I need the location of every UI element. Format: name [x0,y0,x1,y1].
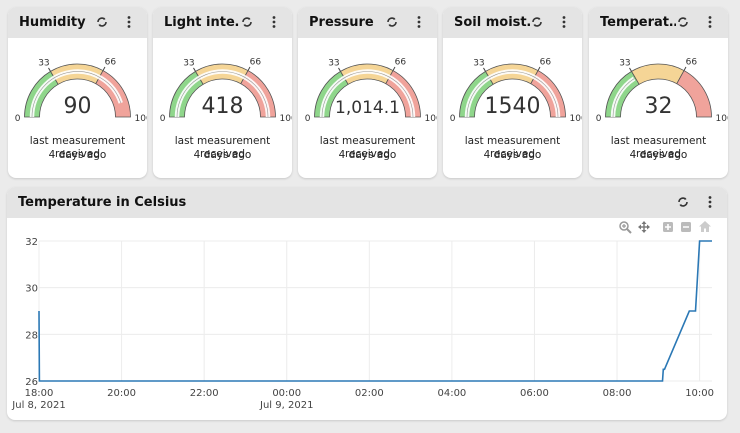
x-date-label: Jul 8, 2021 [11,400,65,411]
minus-icon[interactable] [681,222,691,232]
gauge-scale-label: 0 [305,114,311,124]
gauge-scale-label: 0 [160,114,166,124]
gauge-card-header: Humidity [8,7,147,38]
more-options-icon[interactable] [411,14,427,30]
x-tick-label: 18:00 [25,388,54,399]
home-icon[interactable] [699,221,711,232]
gauge-value: 1,014.1 [335,98,400,118]
gauge-scale-label: 100 [425,114,438,124]
refresh-icon[interactable] [384,14,400,30]
x-tick-label: 10:00 [685,388,714,399]
gauge-scale-label: 100 [135,114,148,124]
gauge-value: 418 [202,94,244,119]
y-tick-label: 32 [25,237,38,248]
gauge-scale-label: 0 [596,114,602,124]
plus-icon[interactable] [663,222,673,232]
x-tick-label: 04:00 [437,388,466,399]
more-options-icon[interactable] [702,14,718,30]
gauge-title: Pressure [309,15,374,30]
x-tick-label: 06:00 [520,388,549,399]
gauge-scale-label: 0 [15,114,21,124]
gauge-scale-label: 100 [570,114,583,124]
gauge-scale-label: 33 [619,59,630,69]
more-options-icon[interactable] [702,194,718,210]
refresh-icon[interactable] [675,14,691,30]
gauge-scale-label: 66 [540,58,552,68]
gauge-value: 1540 [485,94,541,119]
measurement-status: last measurement received [610,135,707,160]
measurement-age: 4 days ago [193,149,252,161]
gauge: 0 100 33 66 1,014.1 [298,38,437,138]
gauge-title: Light inte… [164,15,240,30]
refresh-icon[interactable] [239,14,255,30]
gauge-card: Humidity 0 100 33 66 90 last measurement rec… [8,7,147,178]
x-tick-label: 00:00 [272,388,301,399]
measurement-age: 4 days ago [629,149,688,161]
gauge-card: Pressure 0 100 33 66 1,014.1 last measuremen… [298,7,437,178]
x-tick-label: 22:00 [190,388,219,399]
gauge-card-header: Soil moist… [443,7,582,38]
measurement-age: 4 days ago [48,149,107,161]
more-options-icon[interactable] [556,14,572,30]
gauge: 0 100 33 66 32 [589,38,728,138]
chart-header: Temperature in Celsius [7,187,727,218]
gauge-scale-label: 66 [250,58,262,68]
y-tick-label: 28 [25,330,38,341]
gauge-title: Temperat… [600,15,676,30]
zoom-in-icon[interactable] [619,221,632,234]
gauge-title: Humidity [19,15,86,30]
measurement-status: last measurement received [29,135,126,160]
gauge-scale-label: 33 [473,59,484,69]
gauge-scale-label: 66 [686,58,698,68]
measurement-status: last measurement received [464,135,561,160]
gauge-card-header: Pressure [298,7,437,38]
temperature-series-line [38,240,712,382]
measurement-status: last measurement received [319,135,416,160]
gauge-scale-label: 100 [716,114,729,124]
gauge-scale-label: 100 [280,114,293,124]
gauge-card: Light inte… 0 100 33 66 418 last measurement… [153,7,292,178]
gauge-scale-label: 66 [395,58,407,68]
gauge-scale-label: 33 [38,59,49,69]
gauge-title: Soil moist… [454,15,530,30]
gauge-card: Temperat… 0 100 33 66 32 last measurement re… [589,7,728,178]
y-tick-label: 30 [25,284,38,295]
gauge-card-header: Light inte… [153,7,292,38]
pan-icon[interactable] [638,221,650,233]
gauge-scale-label: 0 [450,114,456,124]
gauge: 0 100 33 66 1540 [443,38,582,138]
more-options-icon[interactable] [121,14,137,30]
refresh-icon[interactable] [94,14,110,30]
gauge-value: 90 [64,94,92,119]
more-options-icon[interactable] [266,14,282,30]
gauge-scale-label: 33 [183,59,194,69]
refresh-icon[interactable] [529,14,545,30]
y-tick-label: 26 [25,377,38,388]
refresh-icon[interactable] [675,194,691,210]
x-tick-label: 20:00 [107,388,136,399]
measurement-status: last measurement received [174,135,271,160]
gauge-value: 32 [645,94,673,119]
measurement-age: 4 days ago [483,149,542,161]
gauge: 0 100 33 66 418 [153,38,292,138]
gauge-scale-label: 33 [328,59,339,69]
gauge: 0 100 33 66 90 [8,38,147,138]
temperature-chart-card: Temperature in Celsius 26 28 30 32 18 [7,187,727,420]
chart-title: Temperature in Celsius [18,195,187,210]
x-date-label: Jul 9, 2021 [259,400,313,411]
x-tick-label: 02:00 [355,388,384,399]
gauge-scale-label: 66 [105,58,117,68]
gauge-card-header: Temperat… [589,7,728,38]
gauge-card: Soil moist… 0 100 33 66 1540 last measuremen… [443,7,582,178]
x-tick-label: 08:00 [603,388,632,399]
measurement-age: 4 days ago [338,149,397,161]
